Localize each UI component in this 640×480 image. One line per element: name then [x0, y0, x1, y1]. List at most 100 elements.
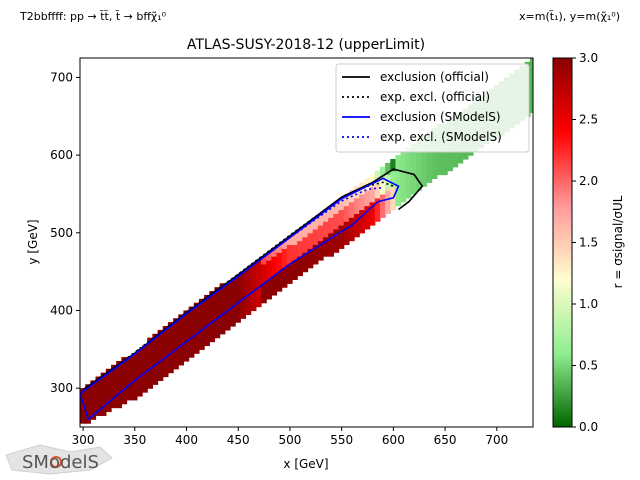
heatmap-cell: [260, 275, 267, 280]
heatmap-cell: [385, 166, 391, 172]
heatmap-cell: [317, 236, 324, 242]
x-tick-label: 700: [485, 433, 508, 447]
heatmap-cell: [395, 182, 402, 187]
heatmap-cell: [131, 372, 138, 378]
heatmap-cell: [333, 248, 340, 253]
heatmap-cell: [183, 318, 190, 323]
heatmap-cell: [292, 236, 298, 242]
heatmap-cell: [188, 322, 195, 327]
heatmap-cell: [260, 298, 267, 304]
heatmap-cell: [214, 291, 221, 296]
heatmap-cell: [224, 310, 231, 315]
heatmap-cell: [80, 392, 86, 397]
heatmap-cell: [400, 162, 407, 168]
heatmap-cell: [364, 201, 371, 207]
heatmap-cell: [426, 158, 433, 164]
heatmap-cell: [260, 271, 267, 277]
heatmap-cell: [343, 209, 350, 214]
chart-title: ATLAS-SUSY-2018-12 (upperLimit): [187, 37, 425, 53]
heatmap-cell: [152, 333, 159, 339]
heatmap-cell: [214, 329, 221, 335]
heatmap-cell: [224, 326, 231, 331]
heatmap-cell: [385, 209, 391, 214]
heatmap-cell: [333, 240, 340, 246]
heatmap-cell: [100, 388, 107, 393]
heatmap-cell: [100, 407, 107, 413]
heatmap-cell: [90, 411, 97, 416]
heatmap-cell: [100, 392, 107, 397]
heatmap-cell: [323, 225, 329, 230]
legend-label: exp. excl. (official): [380, 90, 490, 104]
heatmap-cell: [229, 298, 236, 304]
heatmap-cell: [354, 232, 360, 238]
heatmap-cell: [183, 333, 190, 339]
heatmap-cell: [447, 151, 453, 156]
heatmap-cell: [214, 333, 221, 339]
heatmap-cell: [245, 287, 252, 292]
heatmap-cell: [162, 368, 169, 374]
heatmap-cell: [286, 259, 293, 265]
heatmap-cell: [224, 314, 231, 319]
heatmap-cell: [343, 221, 350, 226]
heatmap-cell: [395, 201, 402, 207]
heatmap-cell: [441, 158, 448, 164]
heatmap-cell: [405, 166, 412, 172]
heatmap-cell: [292, 232, 298, 238]
heatmap-cell: [80, 395, 86, 401]
heatmap-cell: [105, 372, 112, 378]
heatmap-cell: [431, 151, 438, 156]
heatmap-cell: [214, 310, 221, 315]
heatmap-cell: [80, 415, 86, 420]
heatmap-cell: [152, 349, 159, 354]
heatmap-cell: [219, 291, 226, 296]
heatmap-cell: [390, 162, 397, 168]
heatmap-cell: [333, 244, 340, 249]
x-tick-label: 400: [175, 433, 198, 447]
heatmap-cell: [85, 411, 91, 416]
heatmap-cell: [359, 205, 366, 211]
heatmap-cell: [441, 166, 448, 172]
heatmap-cell: [183, 314, 190, 319]
heatmap-cell: [292, 240, 298, 246]
heatmap-cell: [214, 322, 221, 327]
heatmap-cell: [266, 279, 272, 284]
heatmap-cell: [245, 283, 252, 288]
heatmap-cell: [188, 310, 195, 315]
heatmap-cell: [379, 213, 386, 218]
heatmap-cell: [359, 225, 366, 230]
heatmap-cell: [157, 333, 164, 339]
heatmap-cell: [529, 73, 533, 79]
heatmap-cell: [529, 104, 533, 110]
heatmap-cell: [266, 263, 272, 269]
heatmap-cell: [188, 329, 195, 335]
heatmap-cell: [400, 158, 407, 164]
heatmap-cell: [235, 318, 241, 323]
heatmap-cell: [147, 376, 153, 381]
heatmap-cell: [529, 100, 533, 106]
heatmap-cell: [281, 283, 288, 288]
heatmap-cell: [374, 170, 381, 176]
heatmap-cell: [224, 294, 231, 300]
heatmap-cell: [229, 318, 236, 323]
heatmap-cell: [281, 275, 288, 280]
heatmap-cell: [369, 201, 376, 207]
heatmap-cell: [85, 419, 91, 424]
heatmap-cell: [271, 256, 278, 261]
heatmap-cell: [136, 384, 143, 389]
heatmap-cell: [224, 287, 231, 292]
y-tick-label: 600: [50, 148, 73, 162]
heatmap-cell: [188, 353, 195, 358]
heatmap-cell: [317, 213, 324, 218]
heatmap-cell: [229, 279, 236, 284]
heatmap-cell: [111, 380, 117, 385]
heatmap-cell: [111, 392, 117, 397]
heatmap-cell: [142, 388, 148, 393]
heatmap-cell: [385, 201, 391, 207]
heatmap-cell: [374, 182, 381, 187]
heatmap-cell: [142, 349, 148, 354]
heatmap-cell: [162, 353, 169, 358]
heatmap-cell: [224, 318, 231, 323]
heatmap-cell: [188, 333, 195, 339]
heatmap-cell: [307, 252, 314, 257]
heatmap-cell: [245, 294, 252, 300]
